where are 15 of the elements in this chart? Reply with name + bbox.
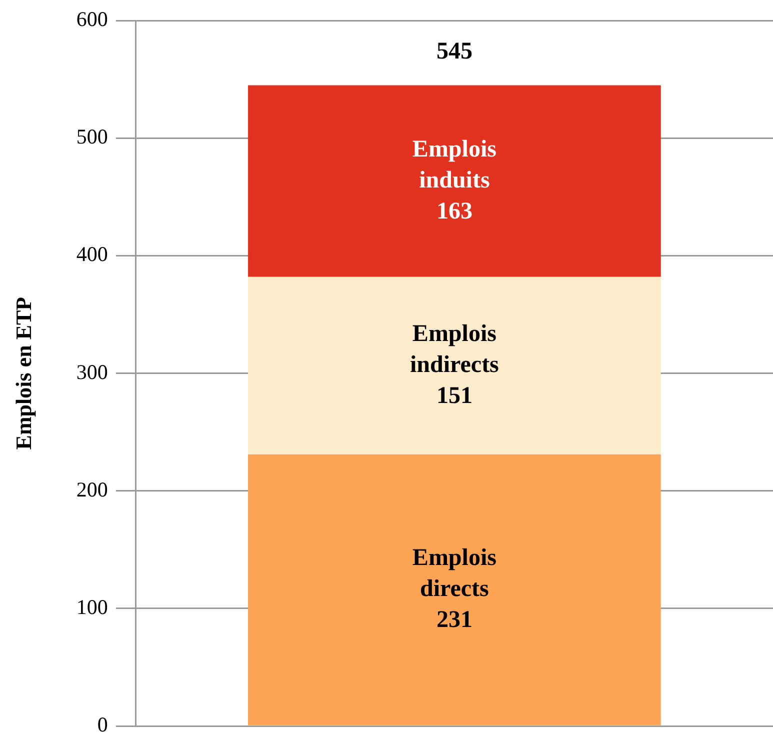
y-tick-label: 0 (97, 712, 108, 737)
series-label: Emplois indirects (410, 320, 499, 378)
y-tick-label: 500 (76, 124, 108, 149)
data-label: 151 (436, 382, 472, 409)
series-label: Emplois induits (412, 136, 496, 194)
y-tick-label: 600 (76, 7, 108, 32)
total-label: 545 (436, 38, 472, 64)
y-axis-title: Emplois en ETP (10, 296, 36, 450)
y-tick-label: 400 (76, 242, 108, 266)
data-label: 163 (436, 198, 472, 224)
y-tick-label: 100 (76, 594, 108, 619)
y-tick-label: 200 (76, 477, 108, 502)
data-label: 231 (436, 607, 472, 634)
series-label: Emplois directs (412, 545, 496, 602)
y-tick-label: 300 (76, 360, 108, 384)
